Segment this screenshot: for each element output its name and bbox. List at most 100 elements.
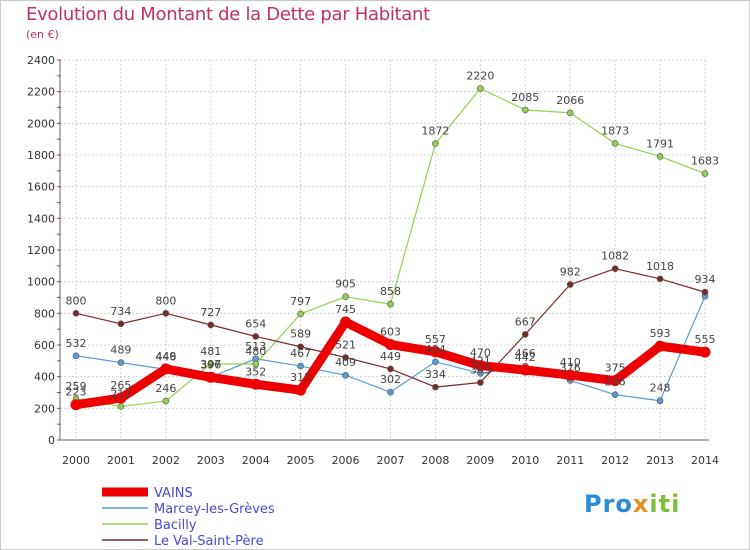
- data-point: [117, 320, 125, 328]
- data-point: [342, 293, 349, 301]
- data-point: [297, 310, 304, 318]
- data-label: 727: [200, 306, 221, 319]
- x-tick-label: 2011: [556, 454, 584, 467]
- y-tick-label: 1000: [27, 276, 55, 289]
- y-tick-label: 800: [34, 307, 55, 320]
- chart-title: Evolution du Montant de la Dette par Hab…: [26, 4, 430, 25]
- data-label: 376: [560, 361, 581, 374]
- data-label: 449: [380, 350, 401, 363]
- data-point: [609, 375, 621, 387]
- data-label: 363: [470, 364, 491, 377]
- data-point: [115, 392, 127, 404]
- x-tick-label: 2006: [332, 454, 360, 467]
- data-label: 259: [66, 380, 87, 393]
- data-label: 521: [335, 339, 356, 352]
- data-label: 797: [290, 295, 311, 308]
- data-label: 446: [155, 350, 176, 363]
- x-tick-label: 2007: [377, 454, 405, 467]
- data-point: [70, 399, 82, 411]
- data-label: 654: [245, 317, 266, 330]
- data-point: [656, 275, 664, 283]
- data-point: [701, 288, 709, 296]
- data-point: [566, 109, 574, 117]
- data-point: [162, 310, 170, 317]
- data-point: [342, 354, 349, 361]
- data-label: 421: [470, 354, 491, 367]
- data-label: 589: [290, 328, 311, 341]
- data-label: 494: [425, 343, 446, 356]
- data-label: 734: [110, 305, 131, 318]
- data-label: 449: [155, 350, 176, 363]
- x-tick-label: 2009: [466, 454, 494, 467]
- x-tick-label: 2008: [421, 454, 449, 467]
- data-point: [432, 140, 439, 147]
- data-label: 467: [290, 347, 311, 360]
- data-label: 397: [200, 358, 221, 371]
- data-point: [429, 346, 441, 358]
- data-label: 532: [66, 337, 87, 350]
- data-point: [521, 106, 529, 114]
- data-label: 2220: [466, 70, 494, 83]
- logo-part-3: iti: [649, 490, 681, 518]
- data-point: [295, 384, 307, 396]
- data-point: [477, 379, 484, 386]
- data-label: 1873: [601, 124, 629, 137]
- x-tick-label: 2010: [511, 454, 539, 467]
- data-label: 223: [66, 386, 87, 399]
- data-point: [611, 265, 619, 272]
- data-point: [477, 85, 484, 92]
- data-label: 480: [245, 345, 266, 358]
- data-point: [474, 360, 486, 372]
- data-point: [566, 281, 574, 288]
- data-point: [297, 343, 304, 351]
- data-point: [252, 360, 260, 368]
- data-point: [656, 397, 664, 405]
- data-point: [611, 140, 619, 147]
- data-point: [297, 362, 304, 370]
- x-tick-label: 2012: [601, 454, 629, 467]
- chart-subtitle: (en €): [26, 28, 59, 41]
- data-label: 246: [155, 382, 176, 395]
- data-label: 934: [695, 273, 716, 286]
- x-tick-label: 2003: [197, 454, 225, 467]
- x-tick-label: 2000: [62, 454, 90, 467]
- data-point: [519, 364, 531, 376]
- data-label: 2085: [511, 91, 539, 104]
- legend-label: VAINS: [154, 486, 193, 501]
- y-tick-label: 1200: [27, 244, 55, 257]
- data-point: [432, 383, 439, 391]
- data-point: [387, 300, 394, 308]
- x-tick-label: 2001: [107, 454, 135, 467]
- x-tick-label: 2013: [646, 454, 674, 467]
- y-tick-label: 0: [48, 434, 55, 447]
- legend-label: Marcey-les-Grèves: [154, 502, 275, 517]
- data-label: 396: [200, 358, 221, 371]
- data-label: 905: [335, 278, 356, 291]
- data-point: [72, 310, 80, 317]
- data-label: 470: [470, 347, 491, 360]
- data-label: 555: [695, 333, 716, 346]
- data-label: 858: [380, 285, 401, 298]
- legend-label: Bacilly: [154, 518, 197, 533]
- x-tick-label: 2002: [152, 454, 180, 467]
- data-label: 593: [650, 327, 671, 340]
- data-label: 442: [515, 351, 536, 364]
- y-tick-label: 600: [34, 339, 55, 352]
- logo-part-2: x: [632, 490, 650, 518]
- data-label: 212: [110, 387, 131, 400]
- y-tick-label: 2200: [27, 86, 55, 99]
- data-point: [207, 321, 215, 329]
- y-tick-label: 2000: [27, 117, 55, 130]
- data-label: 1683: [691, 155, 719, 168]
- data-label: 1082: [601, 250, 629, 263]
- x-tick-label: 2004: [242, 454, 270, 467]
- proxiti-logo: Proxiti: [584, 490, 680, 518]
- data-label: 375: [605, 362, 626, 375]
- x-tick-label: 2005: [287, 454, 315, 467]
- data-point: [162, 397, 170, 405]
- data-label: 1018: [646, 260, 674, 273]
- data-label: 409: [335, 356, 356, 369]
- data-label: 481: [200, 345, 221, 358]
- data-label: 466: [515, 347, 536, 360]
